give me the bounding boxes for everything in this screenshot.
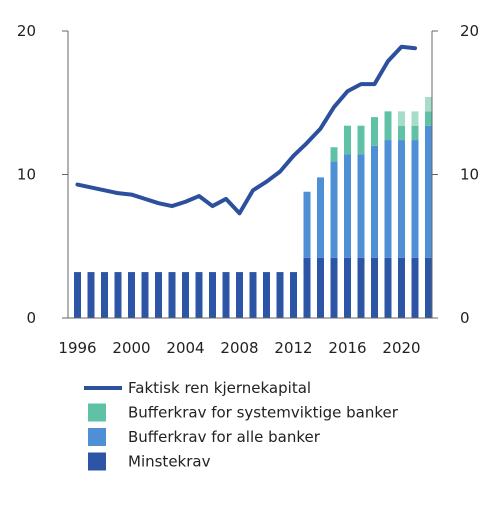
bar-2003-s0 (168, 272, 176, 318)
bar-2004-s0 (182, 272, 189, 318)
bar-2006-s0 (209, 272, 216, 318)
x-tick-labels: 1996 2000 2004 2008 2012 2016 2020 (58, 339, 420, 357)
y-tick-label-right-1: 10 (460, 166, 479, 184)
bar-2015-s1 (330, 161, 338, 258)
bar-2019-s2 (384, 111, 392, 141)
bar-2017-s0 (357, 257, 365, 318)
bar-2010-s0 (263, 272, 270, 318)
x-tick-label-4: 2012 (274, 339, 312, 357)
bar-2020-s0 (398, 257, 405, 318)
bar-1997-s0 (87, 272, 95, 318)
line-series-0 (75, 44, 417, 216)
bar-2018-s0 (371, 257, 378, 318)
bar-2022-s0 (425, 257, 432, 318)
y-tick-labels-left: 0 10 20 (17, 22, 36, 327)
bar-2016-s2 (344, 125, 351, 155)
x-tick-label-1: 2000 (112, 339, 150, 357)
bar-2016-s0 (344, 257, 351, 318)
y-tick-label-left-1: 10 (17, 166, 36, 184)
y-tick-label-left-2: 20 (17, 22, 36, 40)
bar-2013-s0 (303, 257, 311, 318)
bar-2009-s0 (249, 272, 257, 318)
bar-2005-s0 (195, 272, 203, 318)
bar-2008-s0 (236, 272, 243, 318)
x-tick-label-3: 2008 (220, 339, 258, 357)
bar-2020-s3 (398, 111, 405, 126)
bar-2013-s1 (303, 191, 311, 258)
legend-label-3: Minstekrav (128, 453, 211, 471)
bar-2000-s0 (128, 272, 135, 318)
y-tick-label-right-0: 0 (460, 309, 470, 327)
bar-2021-s3 (411, 111, 419, 126)
bar-2018-s2 (371, 117, 378, 146)
bar-2014-s0 (317, 257, 324, 318)
bar-2022-s1 (425, 125, 432, 258)
bar-2022-s2 (425, 111, 432, 126)
y-tick-label-left-0: 0 (26, 309, 36, 327)
bar-1998-s0 (101, 272, 108, 318)
y-tick-labels-right: 0 10 20 (460, 22, 479, 327)
bar-2007-s0 (222, 272, 230, 318)
bar-layer (74, 97, 432, 318)
x-tick-label-6: 2020 (382, 339, 420, 357)
bar-2011-s0 (276, 272, 284, 318)
bar-2001-s0 (141, 272, 149, 318)
line-layer (75, 44, 417, 216)
x-tick-label-0: 1996 (58, 339, 96, 357)
x-tick-label-2: 2004 (166, 339, 204, 357)
bar-2019-s1 (384, 140, 392, 258)
bar-2021-s2 (411, 125, 419, 141)
bar-2017-s2 (357, 125, 365, 155)
bar-2015-s0 (330, 257, 338, 318)
legend-swatch-1 (88, 403, 106, 422)
bar-2018-s1 (371, 145, 378, 258)
bar-2021-s0 (411, 257, 419, 318)
legend-label-0: Faktisk ren kjernekapital (128, 379, 311, 397)
bar-2015-s2 (330, 147, 338, 162)
legend-label-2: Bufferkrav for alle banker (128, 428, 321, 446)
x-tick-label-5: 2016 (328, 339, 366, 357)
bar-1996-s0 (74, 272, 81, 318)
bar-2020-s1 (398, 140, 405, 258)
bar-1999-s0 (114, 272, 122, 318)
bar-2014-s1 (317, 177, 324, 258)
bar-2022-s3 (425, 97, 432, 112)
legend-swatch-2 (88, 428, 106, 446)
bar-2016-s1 (344, 154, 351, 258)
legend-label-1: Bufferkrav for systemviktige banker (128, 404, 399, 422)
bar-2020-s2 (398, 125, 405, 141)
bar-2012-s0 (290, 272, 297, 318)
legend: Faktisk ren kjernekapital Bufferkrav for … (84, 379, 399, 471)
axes (62, 30, 438, 319)
y-tick-label-right-2: 20 (460, 22, 479, 40)
bar-2021-s1 (411, 140, 419, 258)
bar-2017-s1 (357, 154, 365, 258)
bar-2019-s0 (384, 257, 392, 318)
bar-2002-s0 (155, 272, 162, 318)
legend-swatch-3 (88, 452, 106, 471)
